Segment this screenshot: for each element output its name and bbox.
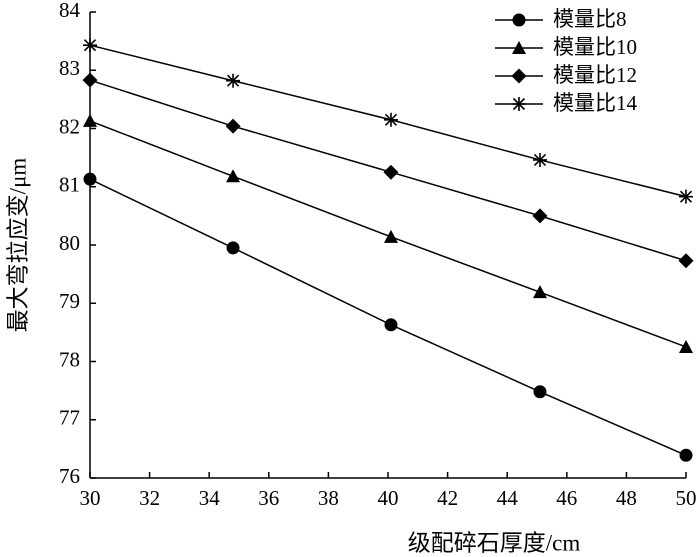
marker	[512, 41, 526, 54]
legend-label: 模量比8	[553, 7, 627, 31]
legend-label: 模量比10	[553, 35, 637, 59]
y-axis-label: 最大弯拉应变/μm	[5, 158, 30, 333]
x-tick-label: 48	[616, 486, 637, 510]
legend-entry: 模量比8	[495, 7, 627, 31]
marker	[83, 113, 97, 127]
marker	[83, 38, 97, 53]
y-tick-label: 82	[59, 114, 80, 138]
legend-entry: 模量比10	[495, 35, 637, 59]
marker	[383, 112, 398, 127]
marker	[512, 13, 526, 27]
x-tick-label: 50	[676, 486, 697, 510]
x-tick-label: 30	[80, 486, 101, 510]
x-tick-label: 42	[437, 486, 458, 510]
y-tick-label: 81	[59, 173, 80, 197]
marker	[532, 208, 548, 224]
marker	[679, 339, 693, 353]
x-tick-label: 36	[258, 486, 279, 510]
marker	[533, 385, 547, 399]
marker	[678, 253, 694, 269]
y-tick-label: 80	[59, 231, 80, 255]
x-tick-label: 40	[378, 486, 399, 510]
y-tick-label: 79	[59, 289, 80, 313]
x-tick-label: 32	[139, 486, 160, 510]
marker	[82, 72, 98, 88]
x-tick-label: 38	[318, 486, 339, 510]
x-axis-label: 级配碎石厚度/cm	[408, 530, 581, 555]
y-tick-label: 76	[59, 464, 80, 488]
x-tick-label: 44	[497, 486, 519, 510]
y-tick-label: 78	[59, 347, 80, 371]
legend-label: 模量比14	[553, 91, 637, 115]
y-tick-label: 84	[59, 0, 81, 22]
y-tick-label: 83	[59, 56, 80, 80]
marker	[225, 118, 241, 134]
legend-label: 模量比12	[553, 63, 637, 87]
marker	[679, 189, 693, 204]
marker	[383, 164, 399, 180]
marker	[679, 448, 693, 462]
legend-entry: 模量比14	[495, 91, 637, 115]
marker	[383, 229, 398, 243]
marker	[532, 152, 547, 167]
marker	[226, 241, 240, 255]
marker	[226, 169, 241, 183]
marker	[532, 285, 547, 299]
marker	[226, 73, 241, 88]
marker	[511, 68, 527, 84]
marker	[83, 172, 97, 186]
marker	[512, 97, 526, 111]
series-line	[89, 178, 687, 456]
x-tick-label: 34	[199, 486, 221, 510]
marker	[384, 318, 398, 332]
legend-entry: 模量比12	[495, 63, 637, 87]
y-tick-label: 77	[59, 406, 80, 430]
x-tick-label: 46	[556, 486, 577, 510]
